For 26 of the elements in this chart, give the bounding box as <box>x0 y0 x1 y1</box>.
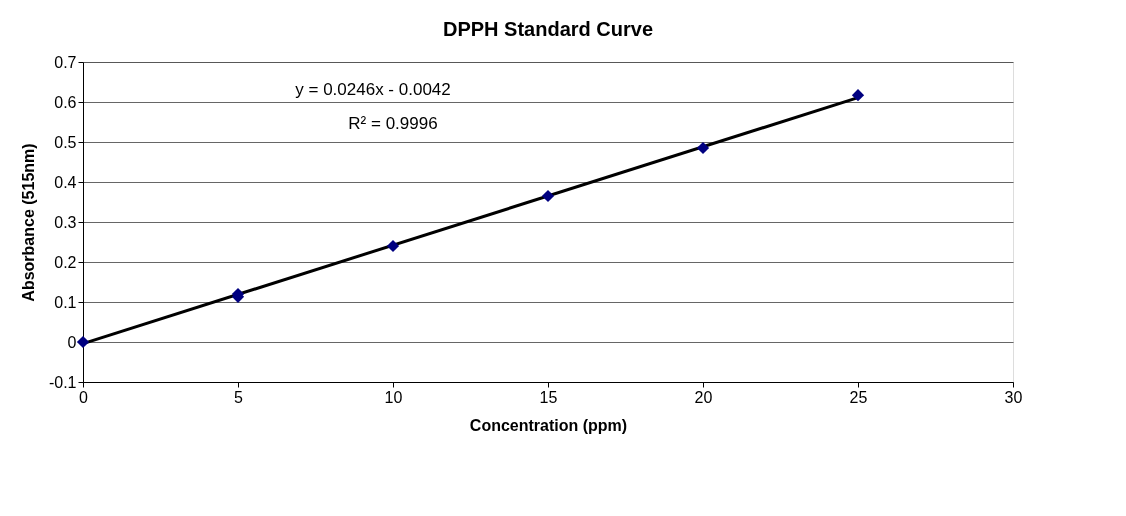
x-tick-label: 15 <box>539 388 558 406</box>
x-tick-label: 25 <box>849 388 868 406</box>
point <box>851 89 865 102</box>
y-tick-label: 0.5 <box>54 133 77 151</box>
y-axis-title: Absorbance (515nm) <box>19 143 37 302</box>
y-tick-label: 0.1 <box>54 293 77 311</box>
y-tick-label: 0.7 <box>54 53 77 71</box>
y-tick-label: 0 <box>67 333 77 351</box>
x-tick-label: 10 <box>384 388 403 406</box>
x-tick-label: 0 <box>79 388 89 406</box>
x-tick-label: 20 <box>694 388 713 406</box>
x-tick-label: 5 <box>234 388 244 406</box>
x-tick-label: 30 <box>1004 388 1023 406</box>
annotation: R² = 0.9996 <box>348 114 438 133</box>
x-axis-title: Concentration (ppm) <box>469 416 628 434</box>
chart-title: DPPH Standard Curve <box>442 18 654 40</box>
annotation: y = 0.0246x - 0.0042 <box>295 80 451 99</box>
y-tick-label: 0.4 <box>54 173 77 191</box>
point <box>76 335 90 349</box>
point <box>541 189 555 203</box>
point <box>696 141 710 155</box>
y-tick-label: -0.1 <box>48 373 77 391</box>
y-tick-label: 0.2 <box>54 253 77 271</box>
y-tick-label: 0.6 <box>54 93 77 111</box>
y-tick-label: 0.3 <box>54 213 77 231</box>
point <box>386 239 400 253</box>
